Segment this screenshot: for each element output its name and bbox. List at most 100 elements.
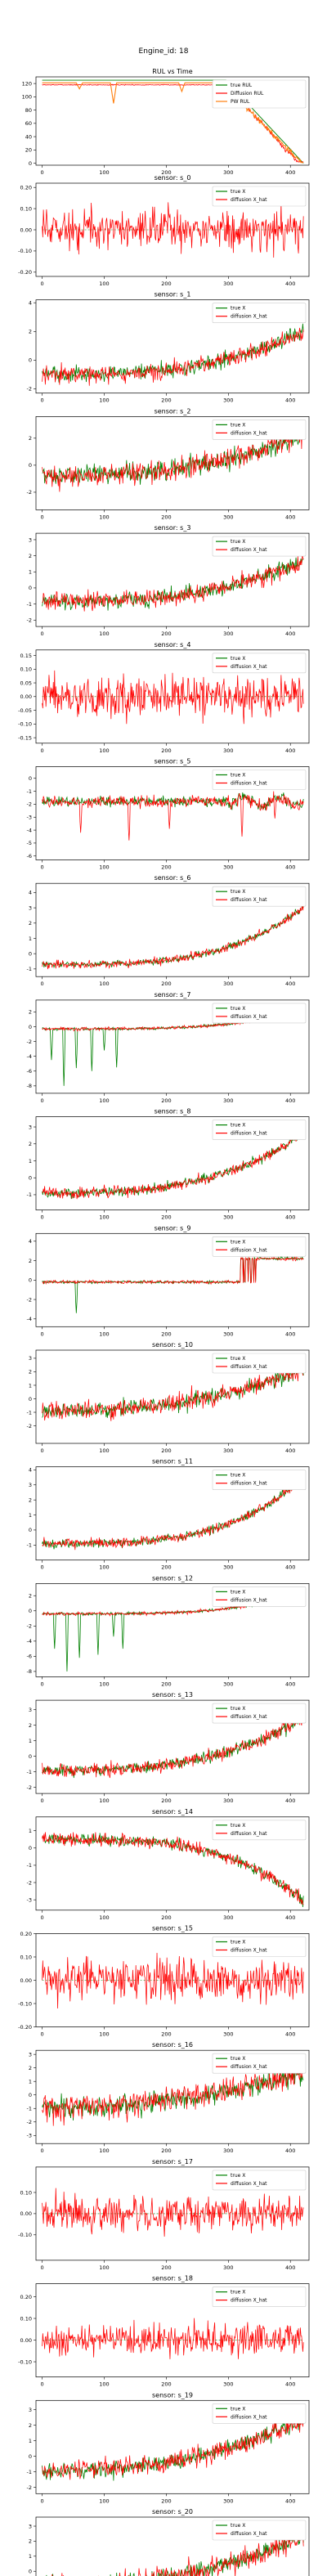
y-tick-label: 0.00 <box>20 1977 32 1984</box>
y-tick-label: 0 <box>29 1527 32 1533</box>
legend-label: true X <box>231 539 245 545</box>
true-x-line <box>42 429 304 485</box>
x-tick-label: 300 <box>223 981 233 987</box>
y-tick-label: 0 <box>29 1277 32 1284</box>
x-tick-label: 0 <box>41 1797 44 1804</box>
y-tick-label: 80 <box>25 107 32 114</box>
y-tick-label: 1 <box>29 1158 32 1165</box>
y-tick-label: 20 <box>25 147 32 154</box>
y-tick-label: 1 <box>29 1828 32 1834</box>
plot-area <box>35 2399 310 2494</box>
diffusion-x-hat-line <box>42 670 304 725</box>
sensor-chart: 0 100 200 300 400 -0.10 0.00 0.10 0.20 sensor: s_… <box>18 2275 310 2388</box>
y-tick-label: 2 <box>29 329 32 335</box>
y-tick-label: 2 <box>29 1722 32 1729</box>
y-tick-label: -0.10 <box>18 721 32 728</box>
y-tick-label: -1 <box>27 1409 32 1416</box>
x-tick-label: 100 <box>99 2031 109 2038</box>
x-tick-label: 200 <box>161 280 171 287</box>
y-tick-label: 2 <box>29 1258 32 1264</box>
x-tick-label: 100 <box>99 1681 109 1687</box>
y-tick-label: -2 <box>27 1296 32 1303</box>
x-tick-label: 0 <box>41 1447 44 1454</box>
y-tick-label: -2 <box>27 1039 32 1045</box>
diffusion-x-hat-line <box>42 1952 304 2009</box>
legend-label: diffusion X_hat <box>231 1131 267 1137</box>
y-tick-label: -8 <box>27 1083 32 1089</box>
diffusion-x-hat-line <box>42 1132 304 1200</box>
x-tick-label: 100 <box>99 1564 109 1571</box>
legend-label: true X <box>231 1940 245 1945</box>
x-tick-label: 300 <box>223 2031 233 2038</box>
legend-label: true X <box>231 1006 245 1012</box>
y-tick-label: -1 <box>27 966 32 972</box>
legend-label: true X <box>231 1589 245 1595</box>
pw-rul-line <box>42 81 304 164</box>
diffusion-x-hat-line <box>42 202 304 258</box>
y-tick-label: 0.10 <box>20 1954 32 1960</box>
legend-box <box>212 1120 307 1140</box>
legend-box <box>212 1470 307 1490</box>
y-tick-label: 3 <box>29 1707 32 1713</box>
x-tick-label: 400 <box>285 864 295 871</box>
y-tick-label: 0 <box>29 2092 32 2098</box>
legend-box <box>212 1003 307 1024</box>
y-tick-label: 100 <box>22 94 32 101</box>
y-tick-label: 0 <box>29 160 32 167</box>
legend-label: true X <box>231 1473 245 1479</box>
y-tick-label: 2 <box>29 435 32 442</box>
y-tick-label: -3 <box>27 1896 32 1903</box>
legend-label: diffusion X_hat <box>231 430 267 436</box>
legend-box <box>212 2520 307 2541</box>
x-tick-label: 300 <box>223 1564 233 1571</box>
x-tick-label: 100 <box>99 1447 109 1454</box>
diffusion-x-hat-line <box>42 424 304 492</box>
legend-box <box>212 770 307 790</box>
x-tick-label: 400 <box>285 280 295 287</box>
y-tick-label: 2 <box>29 1009 32 1016</box>
x-tick-label: 300 <box>223 631 233 637</box>
legend-label: diffusion X_hat <box>231 2181 267 2187</box>
true-rul-line <box>42 79 304 164</box>
legend-label: true X <box>231 1823 245 1829</box>
legend-label: true X <box>231 2290 245 2296</box>
x-tick-label: 200 <box>161 514 171 520</box>
x-tick-label: 400 <box>285 981 295 987</box>
y-tick-label: 0 <box>29 950 32 957</box>
legend-label: true X <box>231 773 245 779</box>
x-tick-label: 100 <box>99 1214 109 1221</box>
y-tick-label: -1 <box>27 2469 32 2475</box>
y-tick-label: 3 <box>29 904 32 911</box>
y-tick-label: -2 <box>27 386 32 393</box>
diffusion-x-hat-line <box>52 2525 304 2576</box>
x-tick-label: 200 <box>161 747 171 754</box>
axes-title: sensor: s_16 <box>152 2041 193 2049</box>
y-tick-label: 0.00 <box>20 2337 32 2344</box>
x-tick-label: 200 <box>161 1097 171 1104</box>
x-tick-label: 0 <box>41 2147 44 2154</box>
y-tick-label: -1 <box>27 1192 32 1198</box>
legend-box <box>212 536 307 557</box>
true-x-line <box>42 1833 304 1908</box>
legend-label: true X <box>231 2056 245 2062</box>
axes-title: sensor: s_4 <box>155 641 191 648</box>
axes-title: sensor: s_3 <box>155 524 191 532</box>
y-tick-label: -4 <box>27 1053 32 1060</box>
x-tick-label: 0 <box>41 747 44 754</box>
x-tick-label: 300 <box>223 2147 233 2154</box>
legend-label: diffusion X_hat <box>231 314 267 320</box>
sensor-chart: 0 100 200 300 400 -0.20 -0.10 0.00 0.10 0.20 senso… <box>18 174 310 287</box>
legend-label: diffusion X_hat <box>231 897 267 903</box>
legend-box <box>212 1586 307 1607</box>
y-tick-label: 0 <box>29 1753 32 1760</box>
sensor-chart: 0 100 200 300 400 -0.20 -0.10 0.00 0.10 0.20 senso… <box>18 1925 310 2038</box>
legend-label: diffusion X_hat <box>231 2298 267 2304</box>
x-tick-label: 0 <box>41 1097 44 1104</box>
y-tick-label: 4 <box>29 1467 32 1474</box>
legend-label: true X <box>231 2406 245 2412</box>
axes-title: sensor: s_9 <box>155 1224 191 1232</box>
legend-label: diffusion X_hat <box>231 1948 267 1954</box>
